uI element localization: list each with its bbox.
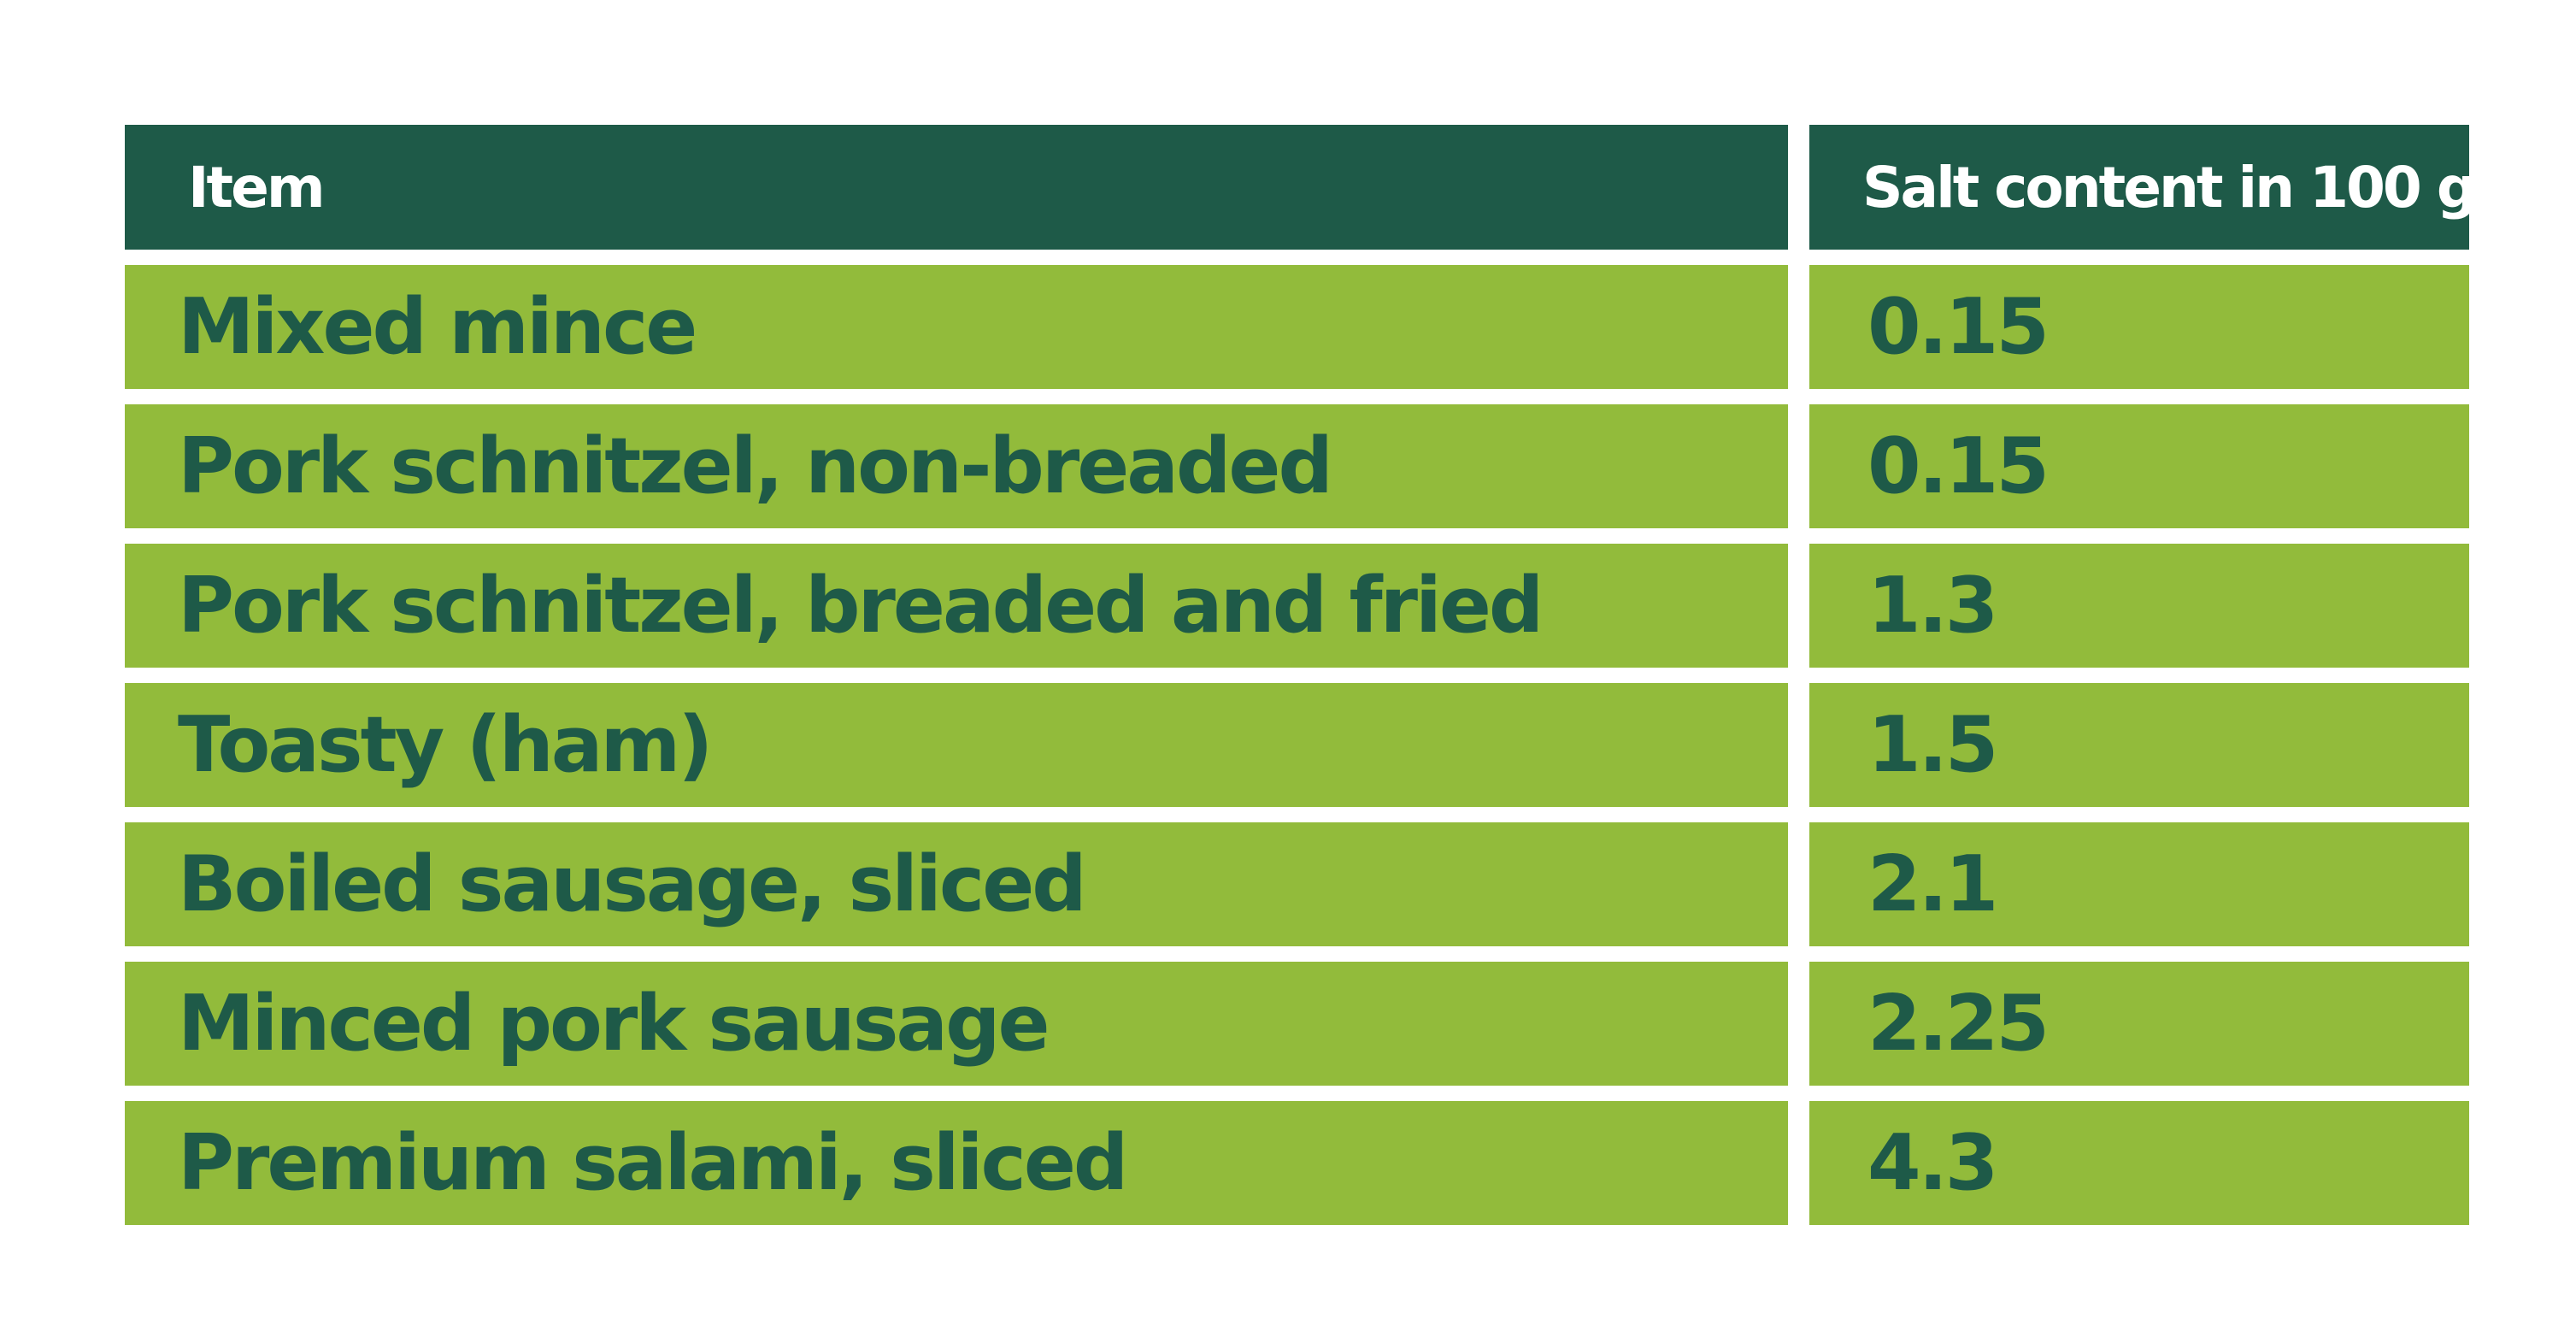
table-header-row: Item Salt content in 100 g (125, 125, 2469, 250)
salt-cell: 0.15 (1809, 404, 2469, 528)
table-row: Boiled sausage, sliced 2.1 (125, 822, 2469, 946)
item-cell: Mixed mince (125, 265, 1788, 389)
table-row: Toasty (ham) 1.5 (125, 683, 2469, 807)
item-cell: Premium salami, sliced (125, 1101, 1788, 1225)
header-salt-content: Salt content in 100 g (1809, 125, 2469, 250)
salt-cell: 1.5 (1809, 683, 2469, 807)
item-cell: Boiled sausage, sliced (125, 822, 1788, 946)
table-row: Minced pork sausage 2.25 (125, 962, 2469, 1086)
table-row: Mixed mince 0.15 (125, 265, 2469, 389)
salt-cell: 0.15 (1809, 265, 2469, 389)
salt-cell: 1.3 (1809, 544, 2469, 668)
header-item: Item (125, 125, 1788, 250)
item-cell: Toasty (ham) (125, 683, 1788, 807)
table-row: Premium salami, sliced 4.3 (125, 1101, 2469, 1225)
salt-cell: 2.25 (1809, 962, 2469, 1086)
item-cell: Pork schnitzel, non-breaded (125, 404, 1788, 528)
table-row: Pork schnitzel, breaded and fried 1.3 (125, 544, 2469, 668)
salt-content-table: Item Salt content in 100 g Mixed mince 0… (125, 125, 2469, 1240)
salt-cell: 2.1 (1809, 822, 2469, 946)
item-cell: Pork schnitzel, breaded and fried (125, 544, 1788, 668)
item-cell: Minced pork sausage (125, 962, 1788, 1086)
table-row: Pork schnitzel, non-breaded 0.15 (125, 404, 2469, 528)
salt-cell: 4.3 (1809, 1101, 2469, 1225)
